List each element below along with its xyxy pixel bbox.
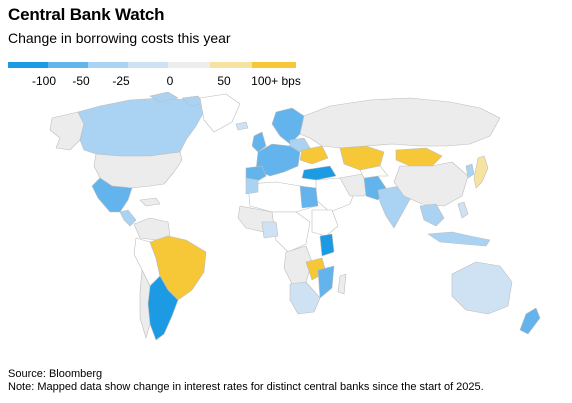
legend-label-minus-25: -25: [112, 74, 130, 88]
region-chile: [139, 269, 151, 339]
legend-swatch-cut-50: [48, 62, 88, 68]
chart-title: Central Bank Watch: [8, 5, 165, 24]
region-greenland: [199, 93, 241, 133]
region-central-america: [119, 209, 137, 227]
legend-swatch-cut-100: [8, 62, 48, 68]
region-kenya: [319, 233, 335, 257]
legend-label-minus-100: -100: [31, 74, 57, 88]
region-turkey: [301, 165, 337, 181]
region-northern-south-america: [133, 217, 171, 241]
footnote: Note: Mapped data show change in interes…: [8, 381, 484, 393]
region-east-africa: [311, 209, 339, 237]
region-southeast-asia: [419, 203, 445, 227]
chart-subtitle: Change in borrowing costs this year: [8, 30, 231, 46]
region-ukraine: [299, 145, 329, 165]
region-australia: [451, 261, 513, 315]
region-canada: [77, 97, 207, 157]
legend-swatch-cut-slight: [128, 62, 168, 68]
region-japan: [473, 155, 489, 189]
region-madagascar: [337, 273, 347, 295]
region-morocco: [245, 177, 259, 195]
region-central-asia: [359, 165, 389, 179]
region-alaska: [49, 111, 85, 151]
region-china: [393, 161, 469, 207]
legend-label-zero: 0: [166, 74, 174, 88]
region-central-africa: [271, 211, 311, 253]
region-egypt: [299, 185, 319, 209]
legend-swatch-hike-50: [210, 62, 252, 68]
region-iceland: [235, 121, 249, 131]
legend-label-minus-50: -50: [72, 74, 90, 88]
region-caribbean: [139, 197, 161, 207]
source-note: Source: Bloomberg: [8, 368, 103, 380]
color-legend: -100 -50 -25 0 50 100+ bps: [8, 62, 301, 88]
region-mozambique: [317, 265, 335, 299]
world-map: [49, 92, 541, 341]
legend-swatch-zero: [168, 62, 210, 68]
region-korea: [465, 163, 475, 179]
region-philippines: [457, 201, 469, 219]
legend-swatch-cut-25: [88, 62, 128, 68]
region-southern-africa: [289, 281, 321, 315]
region-new-zealand: [519, 307, 541, 335]
region-russia: [299, 97, 501, 149]
region-nigeria: [261, 221, 279, 239]
legend-label-100-plus-bps: 100+ bps: [251, 74, 301, 88]
region-iberia: [245, 165, 267, 183]
legend-label-50: 50: [217, 74, 231, 88]
legend-swatch-hike-100: [252, 62, 296, 68]
region-indonesia: [427, 231, 491, 247]
region-uk: [251, 131, 267, 153]
region-brazil: [149, 235, 207, 301]
region-mongolia: [395, 147, 443, 167]
